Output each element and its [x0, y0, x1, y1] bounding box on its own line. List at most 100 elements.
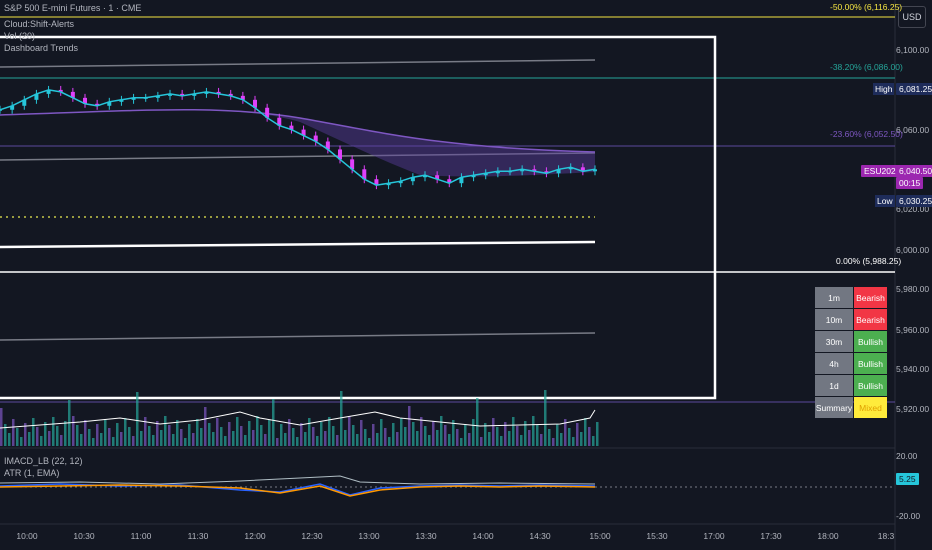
volume-bar [280, 424, 283, 446]
candle-body [398, 181, 403, 184]
price-label: 6,100.00 [896, 45, 930, 55]
fib-label-0: 0.00% (5,988.25) [836, 256, 902, 266]
volume-bar [460, 438, 463, 446]
volume-bar [212, 432, 215, 446]
price-label: 5,980.00 [896, 284, 930, 294]
volume-bar [156, 421, 159, 446]
trend-dashboard: 1m Bearish 10m Bearish 30m Bullish 4h Bullis… [814, 286, 888, 419]
volume-bar [216, 418, 219, 446]
time-label: 10:30 [73, 531, 95, 541]
volume-bar [556, 424, 559, 446]
volume-bar [504, 422, 507, 446]
osc-label-bottom: -20.00 [896, 511, 921, 521]
volume-bar [48, 431, 51, 446]
osc-label-top: 20.00 [896, 451, 918, 461]
candle-body [22, 99, 27, 106]
time-label: 18:00 [817, 531, 839, 541]
volume-bar [416, 431, 419, 446]
signal-line [0, 484, 596, 497]
volume-bar [464, 424, 467, 446]
candle-body [131, 97, 136, 100]
volume-bar [32, 418, 35, 446]
volume-bar [568, 428, 571, 446]
candle-body [556, 169, 561, 174]
volume-bar [300, 423, 303, 446]
volume-bar [372, 424, 375, 446]
candle-body [483, 173, 488, 176]
volume-bar [184, 438, 187, 446]
volume-bar [564, 419, 567, 446]
price-label: 5,940.00 [896, 364, 930, 374]
candle-body [180, 93, 185, 96]
volume-bar [472, 419, 475, 446]
volume-bar [368, 438, 371, 446]
time-label: 17:30 [760, 531, 782, 541]
volume-bar [20, 437, 23, 446]
last-price-symbol: ESU2025 [861, 165, 904, 177]
volume-bar [240, 426, 243, 446]
volume-bar [344, 430, 347, 446]
volume-bar [80, 434, 83, 446]
volume-bar [420, 417, 423, 446]
volume-bar [4, 424, 7, 446]
currency-button[interactable]: USD [898, 6, 926, 28]
symbol-legend[interactable]: S&P 500 E-mini Futures · 1 · CME [4, 3, 142, 13]
volume-bar [140, 431, 143, 446]
dashboard-status: Bullish [854, 375, 887, 396]
dashboard-row-4h: 4h Bullish [815, 353, 887, 374]
volume-bar [64, 421, 67, 446]
volume-bar [500, 436, 503, 446]
volume-bar [292, 428, 295, 446]
candle-body [192, 93, 197, 96]
candle-body [83, 97, 87, 104]
candle-body [350, 159, 355, 170]
price-label: 6,060.00 [896, 125, 930, 135]
candle-body [410, 177, 415, 182]
time-label: 12:00 [244, 531, 266, 541]
volume-bar [492, 418, 495, 446]
time-label: 14:30 [529, 531, 551, 541]
volume-bar [244, 435, 247, 446]
dashboard-row-summary: Summary Mixed [815, 397, 887, 418]
volume-bar [176, 420, 179, 446]
drawn-rectangle [0, 35, 717, 400]
indicator-dashboard-legend[interactable]: Dashboard Trends [4, 43, 79, 53]
volume-bar [284, 433, 287, 446]
volume-bar [92, 438, 95, 446]
volume-bar [28, 432, 31, 446]
volume-bar [496, 427, 499, 446]
cloud-line [0, 109, 596, 153]
volume-bar [340, 391, 343, 446]
volume-bar [360, 420, 363, 446]
fib-label-neg50: -50.00% (6,116.25) [830, 2, 903, 12]
high-tag-label: High [873, 83, 895, 95]
volume-bar [100, 433, 103, 446]
price-label: 6,020.00 [896, 204, 930, 214]
volume-bar [0, 408, 3, 446]
volume-bar [232, 431, 235, 446]
time-label: 15:30 [646, 531, 668, 541]
dashboard-status: Bearish [854, 309, 887, 330]
dashboard-status: Mixed [854, 397, 887, 418]
volume-bar [116, 423, 119, 446]
volume-bar [580, 432, 583, 446]
indicator-atr-legend[interactable]: ATR (1, EMA) [4, 468, 60, 478]
indicator-vol-legend[interactable]: Vol (20) [4, 31, 36, 41]
volume-bar [316, 436, 319, 446]
candle-body [34, 93, 39, 100]
volume-bar [548, 429, 551, 446]
volume-bar [228, 422, 231, 446]
candle-body [447, 179, 452, 184]
volume-bar [200, 428, 203, 446]
volume-bar [172, 434, 175, 446]
candle-body [95, 103, 100, 106]
time-label: 13:30 [415, 531, 437, 541]
volume-bar [440, 416, 443, 446]
time-label: 15:00 [589, 531, 611, 541]
volume-bar [584, 418, 587, 446]
price-label: 5,920.00 [896, 404, 930, 414]
indicator-cloud-legend[interactable]: Cloud:Shift-Alerts [4, 19, 75, 29]
volume-bar [36, 427, 39, 446]
indicator-macd-legend[interactable]: IMACD_LB (22, 12) [4, 456, 83, 466]
